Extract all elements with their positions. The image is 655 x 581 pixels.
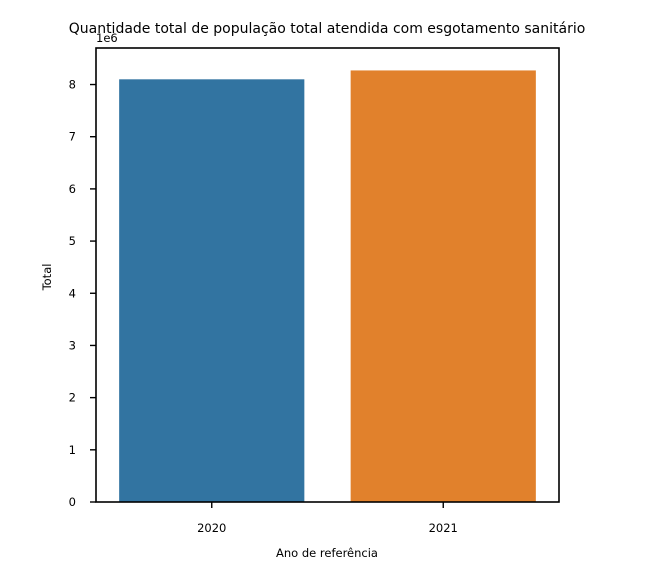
y-axis-offset-label: 1e6	[96, 31, 118, 45]
bar-2021	[350, 70, 536, 502]
y-tick-label-6: 6	[69, 182, 76, 196]
y-tick-label-7: 7	[69, 130, 76, 144]
y-tick-label-2: 2	[69, 391, 76, 405]
y-tick-label-4: 4	[69, 286, 76, 300]
plot-frame	[95, 47, 560, 503]
y-tick-label-5: 5	[69, 234, 76, 248]
y-tick-label-3: 3	[69, 338, 76, 352]
chart-title: Quantidade total de população total aten…	[69, 21, 586, 37]
y-tick-label-1: 1	[69, 443, 76, 457]
bars-group	[119, 70, 536, 502]
x-axis-ticks: 2020 2021	[197, 502, 458, 535]
x-tick-label-2021: 2021	[429, 521, 458, 535]
y-axis-label: Total	[40, 264, 54, 292]
y-axis-ticks: 0 1 2 3 4 5 6 7 8	[69, 78, 96, 509]
bar-2020	[119, 79, 305, 502]
x-axis-label: Ano de referência	[276, 546, 378, 560]
y-tick-label-0: 0	[69, 495, 76, 509]
x-tick-label-2020: 2020	[197, 521, 226, 535]
y-tick-label-8: 8	[69, 78, 76, 92]
